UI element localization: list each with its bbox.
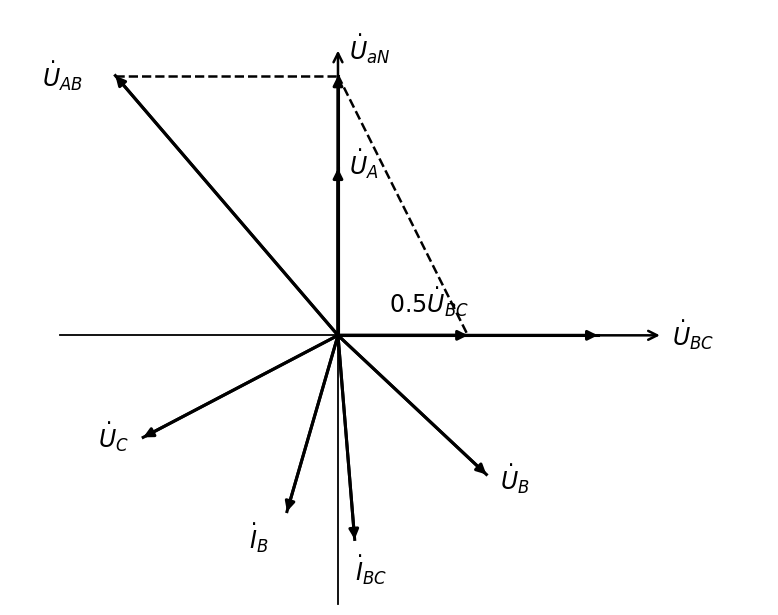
Text: $\dot{U}_{BC}$: $\dot{U}_{BC}$ xyxy=(672,319,714,352)
Text: $\dot{U}_{aN}$: $\dot{U}_{aN}$ xyxy=(349,33,391,66)
Text: $\dot{U}_{C}$: $\dot{U}_{C}$ xyxy=(98,421,129,454)
Text: $\dot{I}_{BC}$: $\dot{I}_{BC}$ xyxy=(355,554,387,587)
Text: $\dot{I}_{B}$: $\dot{I}_{B}$ xyxy=(249,521,268,555)
Text: $\dot{U}_{B}$: $\dot{U}_{B}$ xyxy=(500,462,530,496)
Text: $\dot{U}_{A}$: $\dot{U}_{A}$ xyxy=(349,147,379,181)
Text: $\dot{U}_{AB}$: $\dot{U}_{AB}$ xyxy=(42,58,83,93)
Text: $0.5\dot{U}_{BC}$: $0.5\dot{U}_{BC}$ xyxy=(389,285,469,319)
